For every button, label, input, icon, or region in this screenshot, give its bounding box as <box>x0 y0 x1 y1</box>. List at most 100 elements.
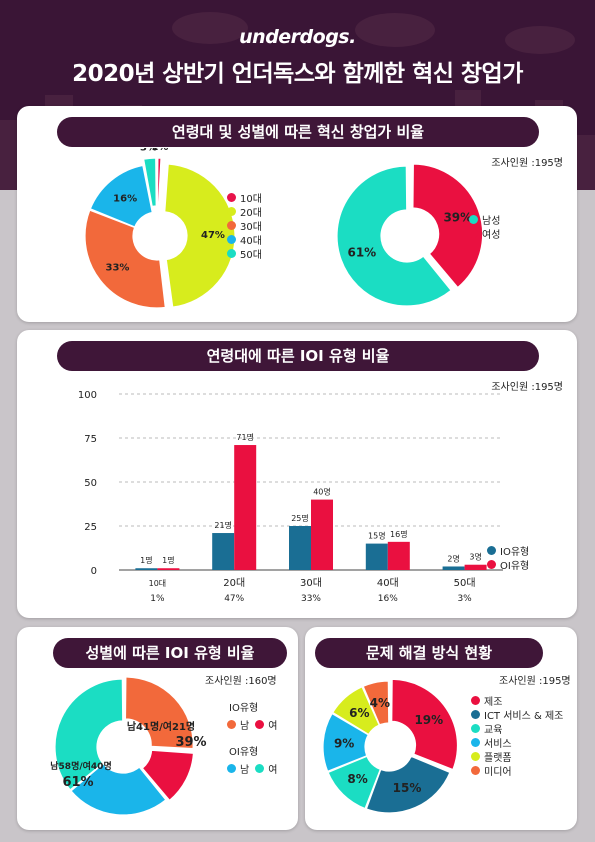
survey-count: 조사인원 :160명 <box>205 676 277 687</box>
gender-donut-chart: 61% 39% <box>336 163 484 307</box>
legend-dot-icon <box>487 559 496 569</box>
x-pct-label: 1% <box>150 594 165 604</box>
pie-slice <box>141 749 195 802</box>
legend-label: 40대 <box>240 235 262 247</box>
section-title: 성별에 따른 IOI 유형 비율 <box>53 638 287 668</box>
bar-value-label: 3명 <box>469 552 481 562</box>
legend-item: 서비스 <box>471 735 563 750</box>
io-type-label: IO유형 <box>229 703 259 714</box>
legend-dot-icon <box>471 723 480 733</box>
legend-label: ICT 서비스 & 제조 <box>484 710 564 722</box>
bar <box>311 499 333 570</box>
oi-group-pct: 61% <box>62 775 93 790</box>
legend-label: 플랫폼 <box>484 752 512 764</box>
y-tick-label: 50 <box>84 478 97 489</box>
legend-item: 남성 <box>469 212 501 227</box>
gender-ioi-donut-chart: 남41명/여21명 39% 남58명/여40명 61% <box>50 676 207 816</box>
slice-label: 33% <box>106 263 130 274</box>
legend-dot-icon <box>227 192 236 202</box>
slice-label: 61% <box>347 245 376 259</box>
x-pct-label: 16% <box>378 594 398 604</box>
pie-slice <box>391 678 459 771</box>
legend-dot-icon <box>227 220 236 230</box>
slice-label: 16% <box>113 193 137 204</box>
slice-label: 47% <box>201 230 225 241</box>
age-donut-chart: 1% 47% 33% 16% 3% <box>84 148 236 309</box>
legend-dot-icon <box>469 214 478 224</box>
legend-dot-icon <box>471 765 480 775</box>
bar-value-label: 1명 <box>162 555 174 565</box>
legend-label: 여성 <box>482 229 501 241</box>
legend-label: 30대 <box>240 221 262 233</box>
legend-dot-icon <box>227 234 236 244</box>
pie-slice <box>84 209 166 309</box>
legend-item: 여성 <box>469 226 501 241</box>
bar <box>365 543 388 570</box>
bar <box>387 541 410 570</box>
legend-dot-icon <box>471 695 480 705</box>
legend-label: 제조 <box>484 696 503 708</box>
legend-item: OI유형 <box>487 557 530 572</box>
age-ioi-card: 연령대에 따른 IOI 유형 비율 조사인원 :195명 0 25 50 75 100 1… <box>17 330 577 618</box>
female-label: 여 <box>268 764 278 776</box>
bar <box>234 445 257 570</box>
y-tick-label: 100 <box>78 390 97 401</box>
slice-label: 1% <box>151 148 168 153</box>
pie-slice <box>70 762 167 816</box>
slice-label: 9% <box>334 737 354 751</box>
male-label: 남 <box>240 764 250 776</box>
legend-label: 교육 <box>484 724 503 736</box>
x-tick-label: 20대 <box>223 577 245 589</box>
female-dot-icon <box>255 763 265 773</box>
legend-label: 50대 <box>240 249 262 261</box>
pie-slice <box>142 157 157 208</box>
pie-slice <box>322 712 370 773</box>
y-tick-label: 25 <box>84 522 97 533</box>
bar <box>212 533 235 570</box>
bar <box>464 564 487 570</box>
section-title: 문제 해결 방식 현황 <box>315 638 543 668</box>
slice-label: 39% <box>443 211 472 225</box>
bar-value-label: 15명 <box>368 531 386 541</box>
slice-label: 19% <box>414 713 443 727</box>
brand-logo: underdogs. <box>239 26 356 48</box>
pie-slice <box>362 680 390 726</box>
gender-ioi-legend: IO유형 남 여 OI유형 남 여 <box>227 699 297 776</box>
legend-label: 20대 <box>240 207 262 219</box>
legend-label: 남성 <box>482 215 501 227</box>
bar-value-label: 40명 <box>313 487 331 497</box>
slice-label: 8% <box>347 772 367 786</box>
legend-dot-icon <box>471 737 480 747</box>
legend-item: 교육 <box>471 721 563 736</box>
pie-slice <box>156 157 162 207</box>
x-pct-label: 47% <box>224 594 244 604</box>
bar <box>135 568 158 570</box>
legend-dot-icon <box>471 751 480 761</box>
page-title: 2020년 상반기 언더독스와 함께한 혁신 창업가 <box>72 61 523 87</box>
legend-item: 플랫폼 <box>471 749 563 764</box>
x-tick-label: 30대 <box>300 577 322 589</box>
x-pct-label: 33% <box>301 594 321 604</box>
pie-slice <box>54 678 124 791</box>
slice-label: 4% <box>370 696 390 710</box>
age-legend: 10대 20대 30대 40대 50대 <box>227 190 262 261</box>
female-dot-icon <box>255 719 265 729</box>
legend-dot-icon <box>227 248 236 258</box>
legend-label: 10대 <box>240 193 262 205</box>
legend-item: 10대 <box>227 190 262 205</box>
pie-slice <box>327 755 382 810</box>
female-label: 여 <box>268 720 278 732</box>
legend-item: 미디어 <box>471 763 563 778</box>
pie-slice <box>124 676 194 750</box>
legend-dot-icon <box>227 206 236 216</box>
legend-label: OI유형 <box>500 560 530 572</box>
x-tick-label: 40대 <box>377 577 399 589</box>
bar-value-label: 25명 <box>291 513 309 523</box>
age-gender-card: 연령대 및 성별에 따른 혁신 창업가 비율 조사인원 :195명 1% 47% 3… <box>17 106 577 322</box>
male-label: 남 <box>240 720 250 732</box>
bar-value-label: 1명 <box>140 555 152 565</box>
method-donut-chart: 19% 15% 8% 9% 6%4% <box>322 678 459 814</box>
problem-solving-card: 문제 해결 방식 현황 조사인원 :195명 19% 15% 8% 9% 6% 4% 제조… <box>305 627 577 830</box>
y-tick-label: 0 <box>91 566 97 577</box>
